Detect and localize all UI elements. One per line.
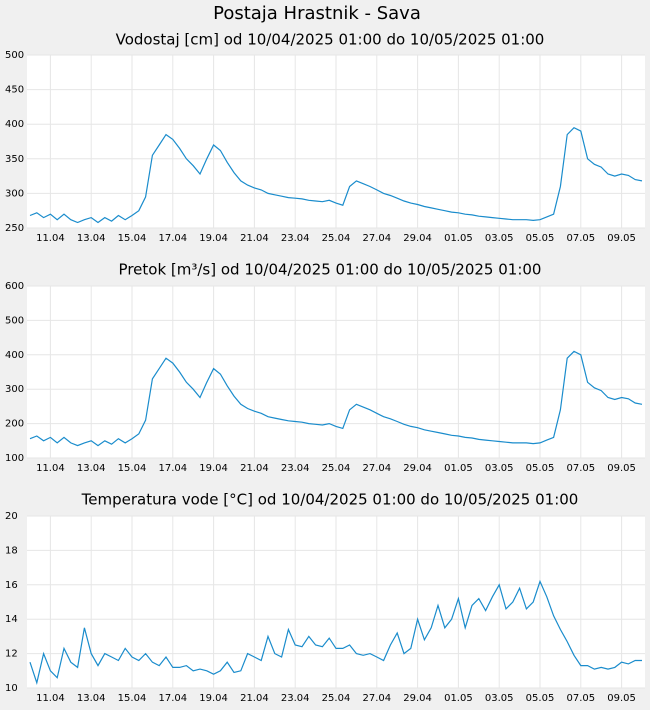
x-tick-label: 25.04 <box>322 233 351 244</box>
x-tick-label: 09.05 <box>607 233 636 244</box>
x-tick-label: 13.04 <box>77 233 106 244</box>
x-tick-label: 03.05 <box>485 693 514 704</box>
x-tick-label: 05.05 <box>526 233 555 244</box>
x-tick-label: 27.04 <box>362 693 391 704</box>
x-tick-label: 21.04 <box>240 463 269 474</box>
x-tick-label: 17.04 <box>158 463 187 474</box>
data-line <box>29 126 643 224</box>
x-tick-label: 09.05 <box>607 693 636 704</box>
x-tick-label: 19.04 <box>199 233 228 244</box>
x-tick-label: 15.04 <box>118 233 147 244</box>
y-tick-label: 200 <box>5 419 24 430</box>
y-tick-label: 20 <box>5 511 18 522</box>
y-tick-label: 14 <box>5 614 18 625</box>
x-tick-label: 17.04 <box>158 693 187 704</box>
x-tick-label: 13.04 <box>77 463 106 474</box>
x-tick-label: 15.04 <box>118 693 147 704</box>
y-tick-label: 400 <box>5 350 24 361</box>
x-tick-label: 21.04 <box>240 693 269 704</box>
x-tick-label: 19.04 <box>199 693 228 704</box>
x-tick-label: 09.05 <box>607 463 636 474</box>
x-tick-label: 05.05 <box>526 463 555 474</box>
x-tick-label: 27.04 <box>362 463 391 474</box>
y-tick-label: 100 <box>5 453 24 464</box>
x-tick-label: 25.04 <box>322 693 351 704</box>
y-tick-label: 18 <box>5 545 18 556</box>
y-tick-label: 10 <box>5 683 18 694</box>
y-tick-label: 400 <box>5 119 24 130</box>
page-title: Postaja Hrastnik - Sava <box>213 3 421 24</box>
x-tick-label: 03.05 <box>485 233 514 244</box>
x-tick-label: 23.04 <box>281 693 310 704</box>
x-tick-label: 19.04 <box>199 463 228 474</box>
chart-subtitle: Vodostaj [cm] od 10/04/2025 01:00 do 10/… <box>116 31 545 49</box>
chart-subtitle: Pretok [m³/s] od 10/04/2025 01:00 do 10/… <box>119 261 542 279</box>
x-tick-label: 29.04 <box>403 233 432 244</box>
x-tick-label: 05.05 <box>526 693 555 704</box>
y-tick-label: 500 <box>5 50 24 61</box>
y-tick-label: 450 <box>5 85 24 96</box>
data-line <box>29 579 642 686</box>
x-tick-label: 01.05 <box>444 233 473 244</box>
x-tick-label: 07.05 <box>566 693 595 704</box>
x-tick-label: 15.04 <box>118 463 147 474</box>
x-tick-label: 11.04 <box>36 233 65 244</box>
y-tick-label: 500 <box>5 315 24 326</box>
data-line <box>29 350 643 447</box>
chart-subtitle: Temperatura vode [°C] od 10/04/2025 01:0… <box>81 491 579 509</box>
x-tick-label: 23.04 <box>281 463 310 474</box>
x-tick-label: 11.04 <box>36 693 65 704</box>
y-tick-label: 300 <box>5 188 24 199</box>
x-tick-label: 29.04 <box>403 463 432 474</box>
y-tick-label: 600 <box>5 281 24 292</box>
x-tick-label: 03.05 <box>485 463 514 474</box>
y-tick-label: 12 <box>5 649 18 660</box>
x-tick-label: 13.04 <box>77 693 106 704</box>
x-tick-label: 07.05 <box>566 233 595 244</box>
x-tick-label: 29.04 <box>403 693 432 704</box>
x-tick-label: 01.05 <box>444 693 473 704</box>
y-tick-label: 350 <box>5 154 24 165</box>
y-tick-label: 250 <box>5 223 24 234</box>
x-tick-label: 25.04 <box>322 463 351 474</box>
x-tick-label: 21.04 <box>240 233 269 244</box>
x-tick-label: 17.04 <box>158 233 187 244</box>
x-tick-label: 23.04 <box>281 233 310 244</box>
x-tick-label: 27.04 <box>362 233 391 244</box>
y-tick-label: 16 <box>5 580 18 591</box>
y-tick-label: 300 <box>5 384 24 395</box>
x-tick-label: 07.05 <box>566 463 595 474</box>
x-tick-label: 11.04 <box>36 463 65 474</box>
x-tick-label: 01.05 <box>444 463 473 474</box>
